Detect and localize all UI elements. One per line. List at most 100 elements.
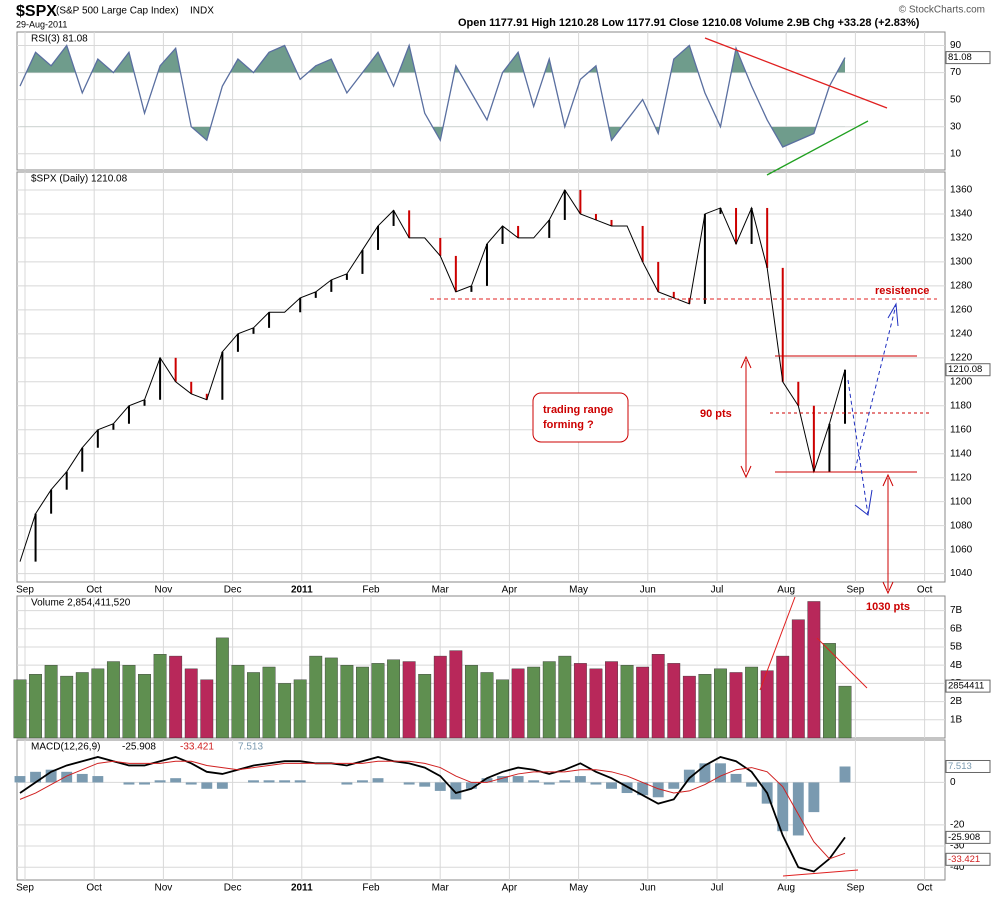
- volume-bar: [589, 668, 603, 739]
- volume-bar: [231, 664, 245, 739]
- volume-bar: [449, 650, 463, 739]
- value-tag-box: [945, 51, 991, 65]
- credit: © StockCharts.com: [899, 5, 985, 16]
- histogram-bar: [746, 782, 758, 787]
- value-tag-box: [945, 852, 991, 866]
- histogram-bar: [543, 782, 555, 785]
- annotation: 90 pts: [700, 408, 732, 420]
- histogram-bar: [777, 782, 789, 832]
- y-tick-label: 1140: [950, 448, 972, 459]
- volume-bar: [838, 685, 852, 739]
- histogram-bar: [637, 782, 649, 796]
- panel: [16, 171, 946, 583]
- projection: [854, 304, 897, 471]
- volume-bar: [511, 668, 525, 739]
- value-tag: -33.421: [948, 854, 980, 865]
- x-tick-label: Dec: [224, 585, 242, 596]
- x-tick-label: Oct: [86, 585, 102, 596]
- date: 29-Aug-2011: [16, 19, 67, 29]
- histogram-bar: [574, 776, 586, 783]
- volume-bar: [13, 679, 27, 739]
- histogram-bar: [450, 782, 462, 800]
- x-tick-label: Oct: [917, 883, 933, 894]
- x-tick-label: Oct: [86, 883, 102, 894]
- volume-bar: [542, 661, 556, 739]
- histogram-bar: [357, 780, 368, 783]
- volume-bar: [527, 666, 541, 739]
- histogram-bar: [154, 780, 166, 783]
- histogram-bar: [403, 782, 415, 785]
- x-tick-label: Nov: [155, 883, 173, 894]
- histogram-bar: [279, 780, 291, 783]
- projection: [854, 489, 873, 516]
- value-tag-box: [945, 830, 991, 844]
- histogram-bar: [699, 763, 711, 783]
- price-line: [19, 188, 846, 562]
- x-tick-label: Dec: [224, 883, 242, 894]
- volume-bar: [371, 663, 385, 739]
- y-tick-label: 1280: [950, 281, 973, 292]
- y-tick-label: -20: [950, 819, 965, 830]
- y-tick-label: 1220: [950, 352, 973, 363]
- x-tick-label: Sep: [847, 585, 865, 596]
- volume-bar: [293, 679, 307, 739]
- volume-bar: [324, 657, 338, 739]
- histogram-bar: [792, 782, 804, 836]
- projection: [887, 302, 899, 327]
- index-name: (S&P 500 Large Cap Index): [56, 6, 179, 17]
- projection: [847, 379, 869, 516]
- histogram-bar: [839, 766, 851, 783]
- x-tick-label: Jul: [711, 883, 724, 894]
- x-tick-label: Jul: [711, 585, 724, 596]
- volume-bar: [760, 670, 774, 739]
- y-tick-label: -30: [950, 841, 965, 852]
- volume-bar: [402, 661, 416, 739]
- histogram-bar: [216, 782, 228, 789]
- panel-label: Volume 2,854,411,520: [31, 598, 131, 609]
- volume-bar: [698, 674, 712, 739]
- quote: Open 1177.91 High 1210.28 Low 1177.91 Cl…: [458, 17, 920, 29]
- x-tick-label: Jun: [640, 883, 656, 894]
- histogram-bar: [76, 773, 88, 783]
- y-tick-label: 1200: [950, 376, 973, 387]
- y-tick-label: 10: [950, 148, 962, 159]
- histogram-bar: [434, 782, 446, 791]
- histogram-bar: [419, 782, 431, 787]
- value-tag: 7.513: [948, 761, 972, 772]
- histogram-bar: [590, 782, 602, 785]
- value-tag-box: [945, 679, 991, 693]
- legend-entry: -33.421: [180, 742, 214, 753]
- y-tick-label: 1300: [950, 257, 973, 268]
- histogram-bar: [170, 778, 182, 783]
- symbol: $SPX: [16, 3, 57, 20]
- x-tick-label: 2011: [291, 585, 313, 596]
- y-tick-label: 2B: [950, 696, 963, 707]
- x-tick-label: Aug: [777, 883, 795, 894]
- volume-bar: [262, 666, 276, 739]
- volume-bar: [184, 668, 198, 739]
- panel: [16, 31, 946, 171]
- histogram-bar: [341, 782, 353, 785]
- volume-bar: [605, 661, 618, 739]
- x-tick-label: Nov: [155, 585, 173, 596]
- histogram-bar: [263, 780, 275, 783]
- histogram-bar: [497, 776, 508, 783]
- volume-bar: [247, 672, 260, 739]
- histogram-bar: [528, 780, 540, 783]
- panel-label: RSI(3) 81.08: [31, 34, 88, 45]
- volume-bar: [153, 654, 167, 739]
- x-tick-label: May: [569, 883, 588, 894]
- trend-line: [782, 869, 859, 877]
- x-tick-label: Mar: [432, 585, 450, 596]
- y-tick-label: 1B: [950, 714, 963, 725]
- annotation: 1030 pts: [866, 601, 910, 613]
- y-tick-label: 1340: [950, 209, 973, 220]
- histogram-bar: [465, 782, 477, 789]
- histogram-bar: [92, 776, 104, 783]
- histogram-bar: [512, 776, 524, 783]
- volume-bar: [620, 664, 634, 739]
- volume-bar: [29, 674, 42, 739]
- volume-bar: [309, 655, 323, 739]
- volume-bar: [714, 668, 727, 739]
- annotation: trading range: [543, 404, 613, 416]
